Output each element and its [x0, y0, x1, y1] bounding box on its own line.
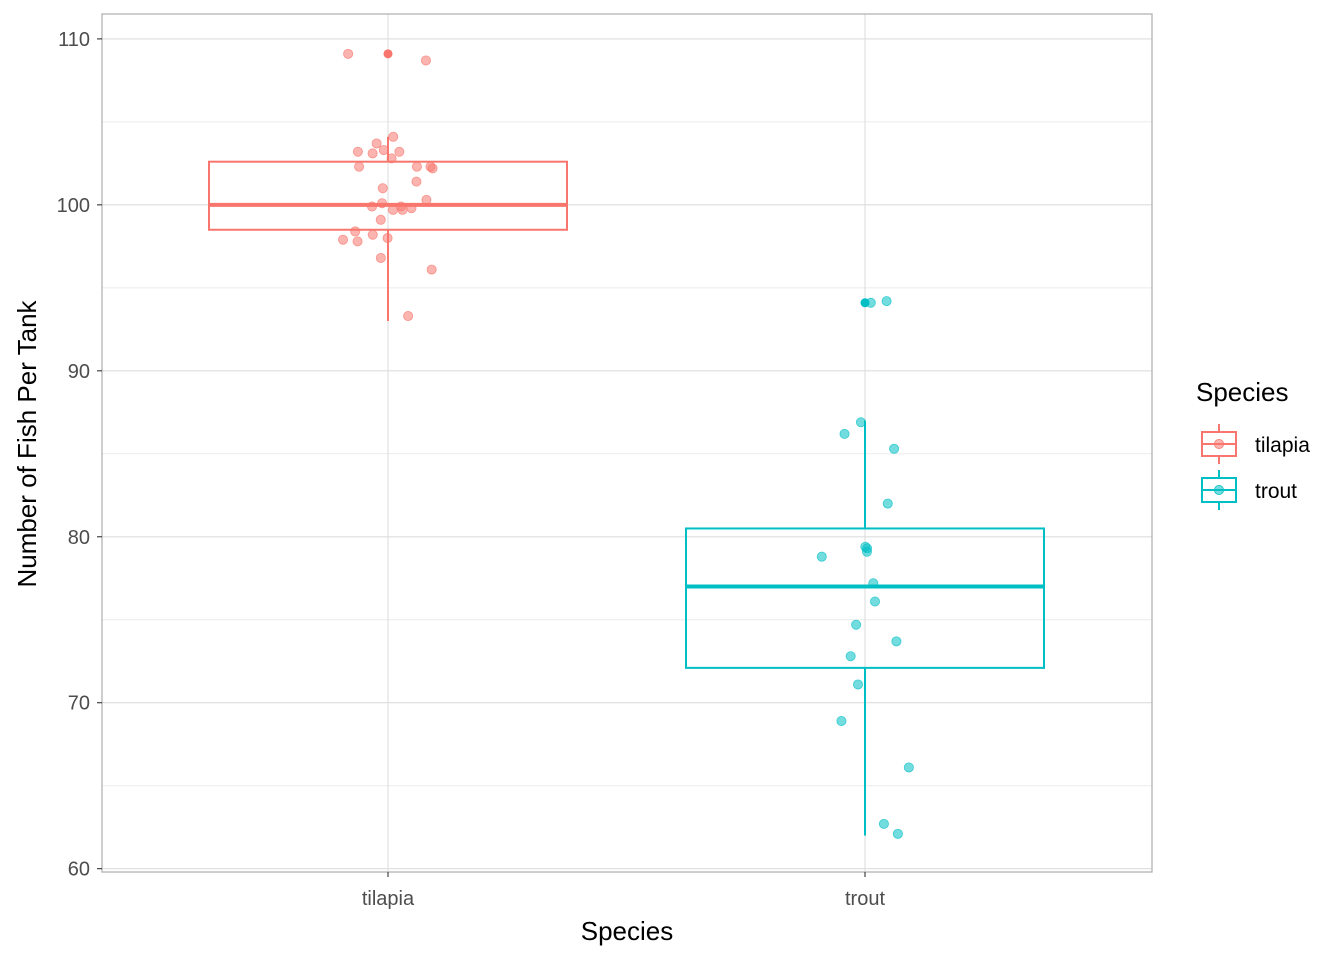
data-point: [853, 679, 864, 690]
iqr-box: [685, 527, 1045, 669]
legend-label: trout: [1255, 480, 1297, 503]
data-point: [378, 145, 389, 156]
data-point: [870, 596, 881, 607]
data-point: [367, 148, 378, 159]
data-point: [861, 546, 872, 557]
legend: Species tilapia trout: [1196, 377, 1310, 510]
x-tick-label: trout: [845, 888, 885, 910]
plot-panel: [101, 13, 1153, 873]
data-point: [845, 651, 856, 662]
box-trout: [685, 298, 1045, 836]
data-point: [403, 311, 414, 322]
legend-title: Species: [1196, 377, 1289, 407]
panel-border: [101, 13, 1153, 873]
y-axis: 60 70 80 90 100 110: [57, 29, 102, 881]
data-point: [377, 198, 388, 209]
data-point: [371, 138, 382, 149]
data-point: [354, 161, 365, 172]
x-tick-label: tilapia: [362, 888, 415, 910]
data-point: [839, 428, 850, 439]
x-axis: tilapia trout: [362, 872, 885, 910]
data-point: [382, 233, 393, 244]
data-point: [388, 204, 399, 215]
data-point: [891, 636, 902, 647]
data-point: [903, 762, 914, 773]
data-point: [367, 229, 378, 240]
data-point: [352, 236, 363, 247]
y-tick-label: 110: [58, 29, 90, 51]
outlier-point: [383, 49, 393, 59]
legend-entry-trout: trout: [1201, 470, 1297, 510]
data-point: [421, 194, 432, 205]
points-trout: [816, 296, 914, 839]
data-point: [882, 498, 893, 509]
y-tick-label: 90: [68, 361, 90, 383]
data-point: [388, 131, 399, 142]
data-point: [878, 818, 889, 829]
data-point: [386, 153, 397, 164]
data-point: [816, 551, 827, 562]
x-axis-title: Species: [581, 916, 674, 946]
y-axis-title: Number of Fish Per Tank: [12, 299, 42, 587]
data-point: [851, 619, 862, 630]
data-point: [367, 201, 378, 212]
y-tick-label: 60: [68, 859, 90, 881]
legend-key-point: [1214, 438, 1225, 449]
data-point: [865, 297, 876, 308]
data-point: [375, 214, 386, 225]
data-point: [406, 203, 417, 214]
legend-label: tilapia: [1255, 434, 1310, 457]
legend-entry-tilapia: tilapia: [1201, 424, 1310, 464]
legend-key-point: [1214, 484, 1225, 495]
data-point: [868, 578, 879, 589]
y-tick-label: 80: [68, 527, 90, 549]
y-tick-label: 100: [57, 195, 90, 217]
data-point: [855, 417, 866, 428]
data-point: [375, 252, 386, 263]
data-point: [881, 296, 892, 307]
data-point: [397, 204, 408, 215]
data-point: [427, 163, 438, 174]
data-point: [352, 146, 363, 157]
data-point: [892, 828, 903, 839]
data-point: [411, 176, 422, 187]
data-point: [889, 443, 900, 454]
data-point: [836, 715, 847, 726]
data-point: [394, 146, 405, 157]
y-tick-label: 70: [68, 693, 90, 715]
data-point: [411, 161, 422, 172]
data-point: [343, 48, 354, 59]
data-point: [426, 264, 437, 275]
data-point: [350, 226, 361, 237]
points-tilapia: [338, 48, 438, 322]
data-point: [420, 55, 431, 66]
data-point: [377, 183, 388, 194]
data-point: [338, 234, 349, 245]
